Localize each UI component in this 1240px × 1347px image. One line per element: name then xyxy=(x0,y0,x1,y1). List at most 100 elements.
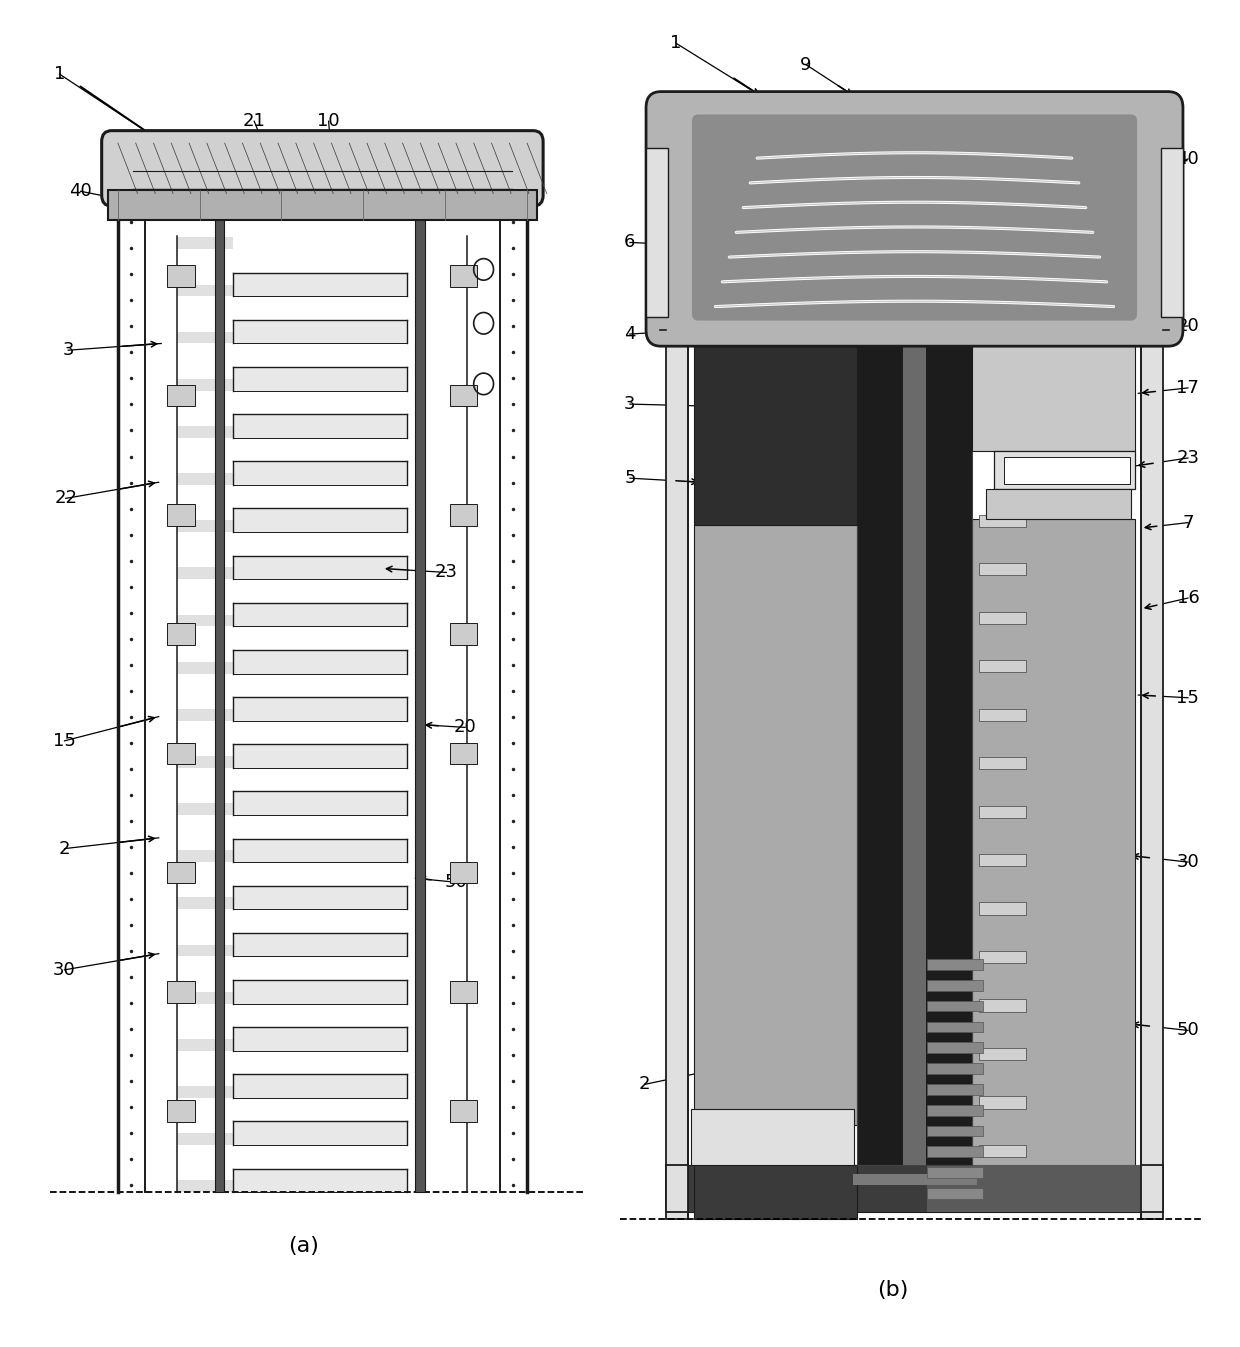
Text: 50: 50 xyxy=(1177,1021,1199,1040)
Bar xyxy=(177,237,233,249)
Bar xyxy=(928,1168,983,1179)
Bar xyxy=(177,284,233,296)
Bar xyxy=(928,1126,983,1137)
Bar xyxy=(177,520,233,532)
Bar xyxy=(980,902,1027,915)
Bar xyxy=(177,331,233,343)
Text: 8: 8 xyxy=(103,136,115,155)
Bar xyxy=(980,1145,1027,1157)
Text: 5: 5 xyxy=(624,469,636,488)
Bar xyxy=(987,489,1131,519)
Text: (b): (b) xyxy=(877,1281,909,1300)
Text: 15: 15 xyxy=(1177,688,1199,707)
Bar xyxy=(450,624,477,645)
Bar xyxy=(177,1180,233,1192)
FancyBboxPatch shape xyxy=(102,131,543,206)
Bar xyxy=(177,1133,233,1145)
Text: 1: 1 xyxy=(670,34,682,53)
Bar xyxy=(450,385,477,407)
Bar xyxy=(233,1026,407,1051)
Bar xyxy=(167,1100,195,1122)
Bar xyxy=(233,462,407,485)
Bar xyxy=(980,563,1027,575)
Bar xyxy=(177,1086,233,1098)
Bar xyxy=(177,567,233,579)
Bar xyxy=(177,944,233,956)
Text: 7: 7 xyxy=(1182,513,1194,532)
Bar xyxy=(233,273,407,296)
Bar xyxy=(167,862,195,884)
Text: 23: 23 xyxy=(1177,449,1199,467)
Bar xyxy=(1004,457,1130,484)
Text: 15: 15 xyxy=(53,731,76,750)
Bar xyxy=(928,1084,983,1095)
Bar xyxy=(177,473,233,485)
Bar xyxy=(928,1021,983,1032)
Bar xyxy=(233,509,407,532)
Bar xyxy=(980,1096,1027,1109)
Bar xyxy=(177,709,233,721)
Bar xyxy=(450,742,477,764)
Text: 3: 3 xyxy=(624,395,636,414)
Bar xyxy=(928,1188,983,1199)
Text: 40: 40 xyxy=(69,182,92,201)
Bar xyxy=(233,838,407,862)
Bar xyxy=(646,148,668,317)
Bar xyxy=(928,1063,983,1074)
Bar xyxy=(980,660,1027,672)
Bar xyxy=(450,862,477,884)
Bar xyxy=(694,525,858,1125)
Bar xyxy=(903,330,925,1165)
Bar xyxy=(928,1146,983,1157)
Bar xyxy=(853,1173,977,1185)
Text: 30: 30 xyxy=(53,960,76,979)
Bar xyxy=(233,886,407,909)
Bar xyxy=(666,296,688,1219)
FancyBboxPatch shape xyxy=(692,114,1137,321)
Bar xyxy=(177,897,233,909)
Text: 16: 16 xyxy=(1177,589,1199,607)
Bar xyxy=(177,1039,233,1051)
Text: 2: 2 xyxy=(639,1075,651,1094)
Text: 22: 22 xyxy=(55,489,77,508)
Bar xyxy=(928,1165,1141,1212)
Text: 9: 9 xyxy=(800,55,812,74)
Text: 40: 40 xyxy=(1177,150,1199,168)
Bar xyxy=(1141,1165,1163,1212)
Bar xyxy=(694,337,858,525)
Bar xyxy=(177,756,233,768)
Bar xyxy=(177,379,233,391)
Bar xyxy=(177,426,233,438)
Text: 30: 30 xyxy=(1177,853,1199,872)
Bar xyxy=(233,745,407,768)
Bar xyxy=(691,1109,853,1165)
Bar xyxy=(233,932,407,956)
Bar xyxy=(167,742,195,764)
Text: 1: 1 xyxy=(53,65,66,84)
Bar xyxy=(233,1169,407,1192)
Bar xyxy=(972,519,1135,1165)
Text: 17: 17 xyxy=(1177,379,1199,397)
Bar xyxy=(980,1048,1027,1060)
Bar xyxy=(928,1043,983,1053)
Text: 10: 10 xyxy=(317,112,340,131)
Bar xyxy=(450,504,477,525)
Text: (a): (a) xyxy=(289,1237,319,1255)
Bar xyxy=(233,698,407,721)
Bar xyxy=(167,265,195,287)
Bar xyxy=(233,415,407,438)
Bar xyxy=(177,850,233,862)
Text: 3: 3 xyxy=(62,341,74,360)
Text: 20: 20 xyxy=(454,718,476,737)
Bar xyxy=(972,337,1135,451)
Bar xyxy=(167,981,195,1002)
Bar xyxy=(928,979,983,990)
Bar xyxy=(980,854,1027,866)
Bar xyxy=(666,1165,688,1212)
Bar xyxy=(928,959,983,970)
Bar xyxy=(233,651,407,674)
Text: 50: 50 xyxy=(445,873,467,892)
Bar xyxy=(233,981,407,1004)
Bar xyxy=(980,757,1027,769)
Bar xyxy=(928,1001,983,1012)
